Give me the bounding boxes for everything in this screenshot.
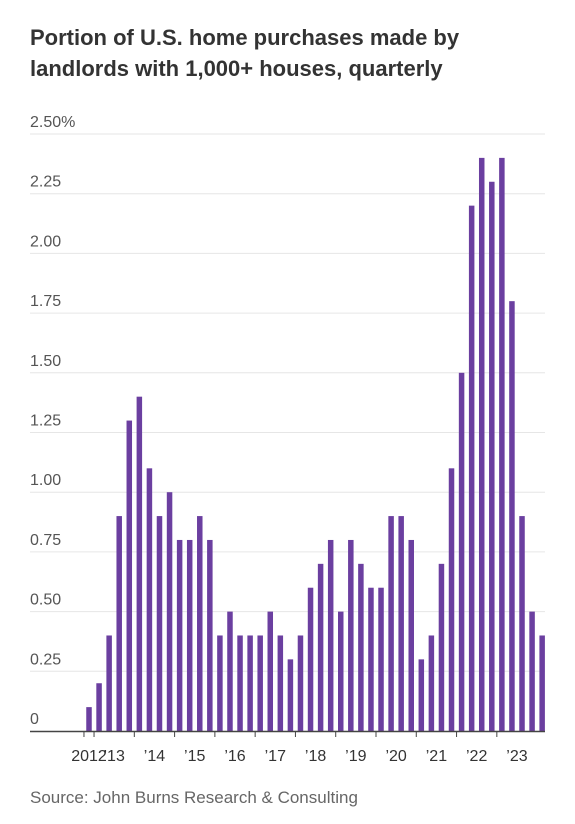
- x-tick-label: ’15: [184, 748, 205, 765]
- y-tick-label: 2.25: [30, 174, 61, 191]
- gridlines: [30, 133, 545, 672]
- bar: [247, 635, 253, 731]
- chart-title: Portion of U.S. home purchases made by l…: [30, 22, 560, 84]
- x-tick-label: ’19: [345, 748, 366, 765]
- y-tick-label: 0: [30, 711, 39, 728]
- bar: [197, 516, 203, 731]
- bar: [438, 563, 445, 731]
- x-tick-label: ’17: [265, 748, 286, 765]
- bar: [96, 683, 102, 731]
- bar: [166, 492, 173, 731]
- x-tick-label: ’23: [506, 748, 527, 765]
- bar: [388, 516, 394, 731]
- bar: [86, 707, 92, 731]
- bar: [307, 587, 314, 731]
- bar: [348, 539, 354, 731]
- bar: [408, 539, 414, 731]
- x-tick-label: ’14: [144, 748, 165, 765]
- bar: [277, 635, 284, 731]
- y-tick-label: 1.75: [30, 293, 61, 310]
- bar: [267, 611, 274, 731]
- bar: [257, 635, 263, 731]
- bar: [327, 539, 334, 731]
- bar: [186, 539, 193, 731]
- bar: [468, 205, 475, 731]
- bar: [418, 659, 425, 731]
- y-tick-label: 1.00: [30, 472, 61, 489]
- y-tick-label: 0.25: [30, 651, 61, 668]
- bar: [176, 539, 183, 731]
- bar: [146, 468, 153, 731]
- bar: [519, 516, 525, 731]
- bar: [489, 181, 495, 731]
- y-tick-label: 0.50: [30, 592, 61, 609]
- bar: [156, 516, 163, 731]
- bar: [136, 396, 143, 731]
- x-tick-label: 2012: [71, 748, 107, 765]
- bar: [317, 563, 324, 731]
- bar: [106, 635, 112, 731]
- bar: [458, 372, 465, 731]
- y-axis-tick-labels: 0 0.25 0.50 0.75 1.00 1.25 1.50 1.75 2.00 2.25 2.5…: [30, 114, 75, 728]
- x-tick-label: ’21: [426, 748, 447, 765]
- chart-title-line-2: landlords with 1,000+ houses, quarterly: [30, 56, 443, 81]
- bar: [237, 635, 243, 731]
- bar: [529, 611, 535, 731]
- bars: [86, 157, 545, 731]
- x-tick-label: ’18: [305, 748, 326, 765]
- y-tick-label: 2.00: [30, 233, 61, 250]
- bar: [116, 516, 122, 731]
- x-tick-label: ’16: [224, 748, 245, 765]
- x-axis-tick-labels: 2012’13 ’14 ’15 ’16 ’17 ’18 ’19 ’20 ’21 ’22 ’23: [71, 731, 528, 765]
- bar: [227, 611, 233, 731]
- bar: [428, 635, 435, 731]
- bar: [207, 539, 213, 731]
- y-tick-label: 2.50%: [30, 114, 75, 131]
- bar: [297, 635, 304, 731]
- bar: [398, 516, 404, 731]
- bar: [378, 587, 384, 731]
- bar: [539, 635, 545, 731]
- bar: [338, 611, 344, 731]
- bar: [358, 563, 364, 731]
- x-tick-label: ’13: [103, 748, 124, 765]
- bar: [368, 587, 374, 731]
- source-note: Source: John Burns Research & Consulting: [30, 788, 358, 807]
- y-tick-label: 0.75: [30, 532, 61, 549]
- bar: [217, 635, 223, 731]
- bar: [448, 468, 455, 731]
- y-tick-label: 1.25: [30, 413, 61, 430]
- y-tick-label: 1.50: [30, 353, 61, 370]
- x-tick-label: ’20: [385, 748, 406, 765]
- bar: [287, 659, 294, 731]
- chart-title-line-1: Portion of U.S. home purchases made by: [30, 25, 460, 50]
- bar: [509, 301, 515, 731]
- bar: [126, 420, 133, 731]
- x-tick-label: ’22: [466, 748, 487, 765]
- bar: [478, 157, 485, 731]
- bar: [499, 157, 505, 731]
